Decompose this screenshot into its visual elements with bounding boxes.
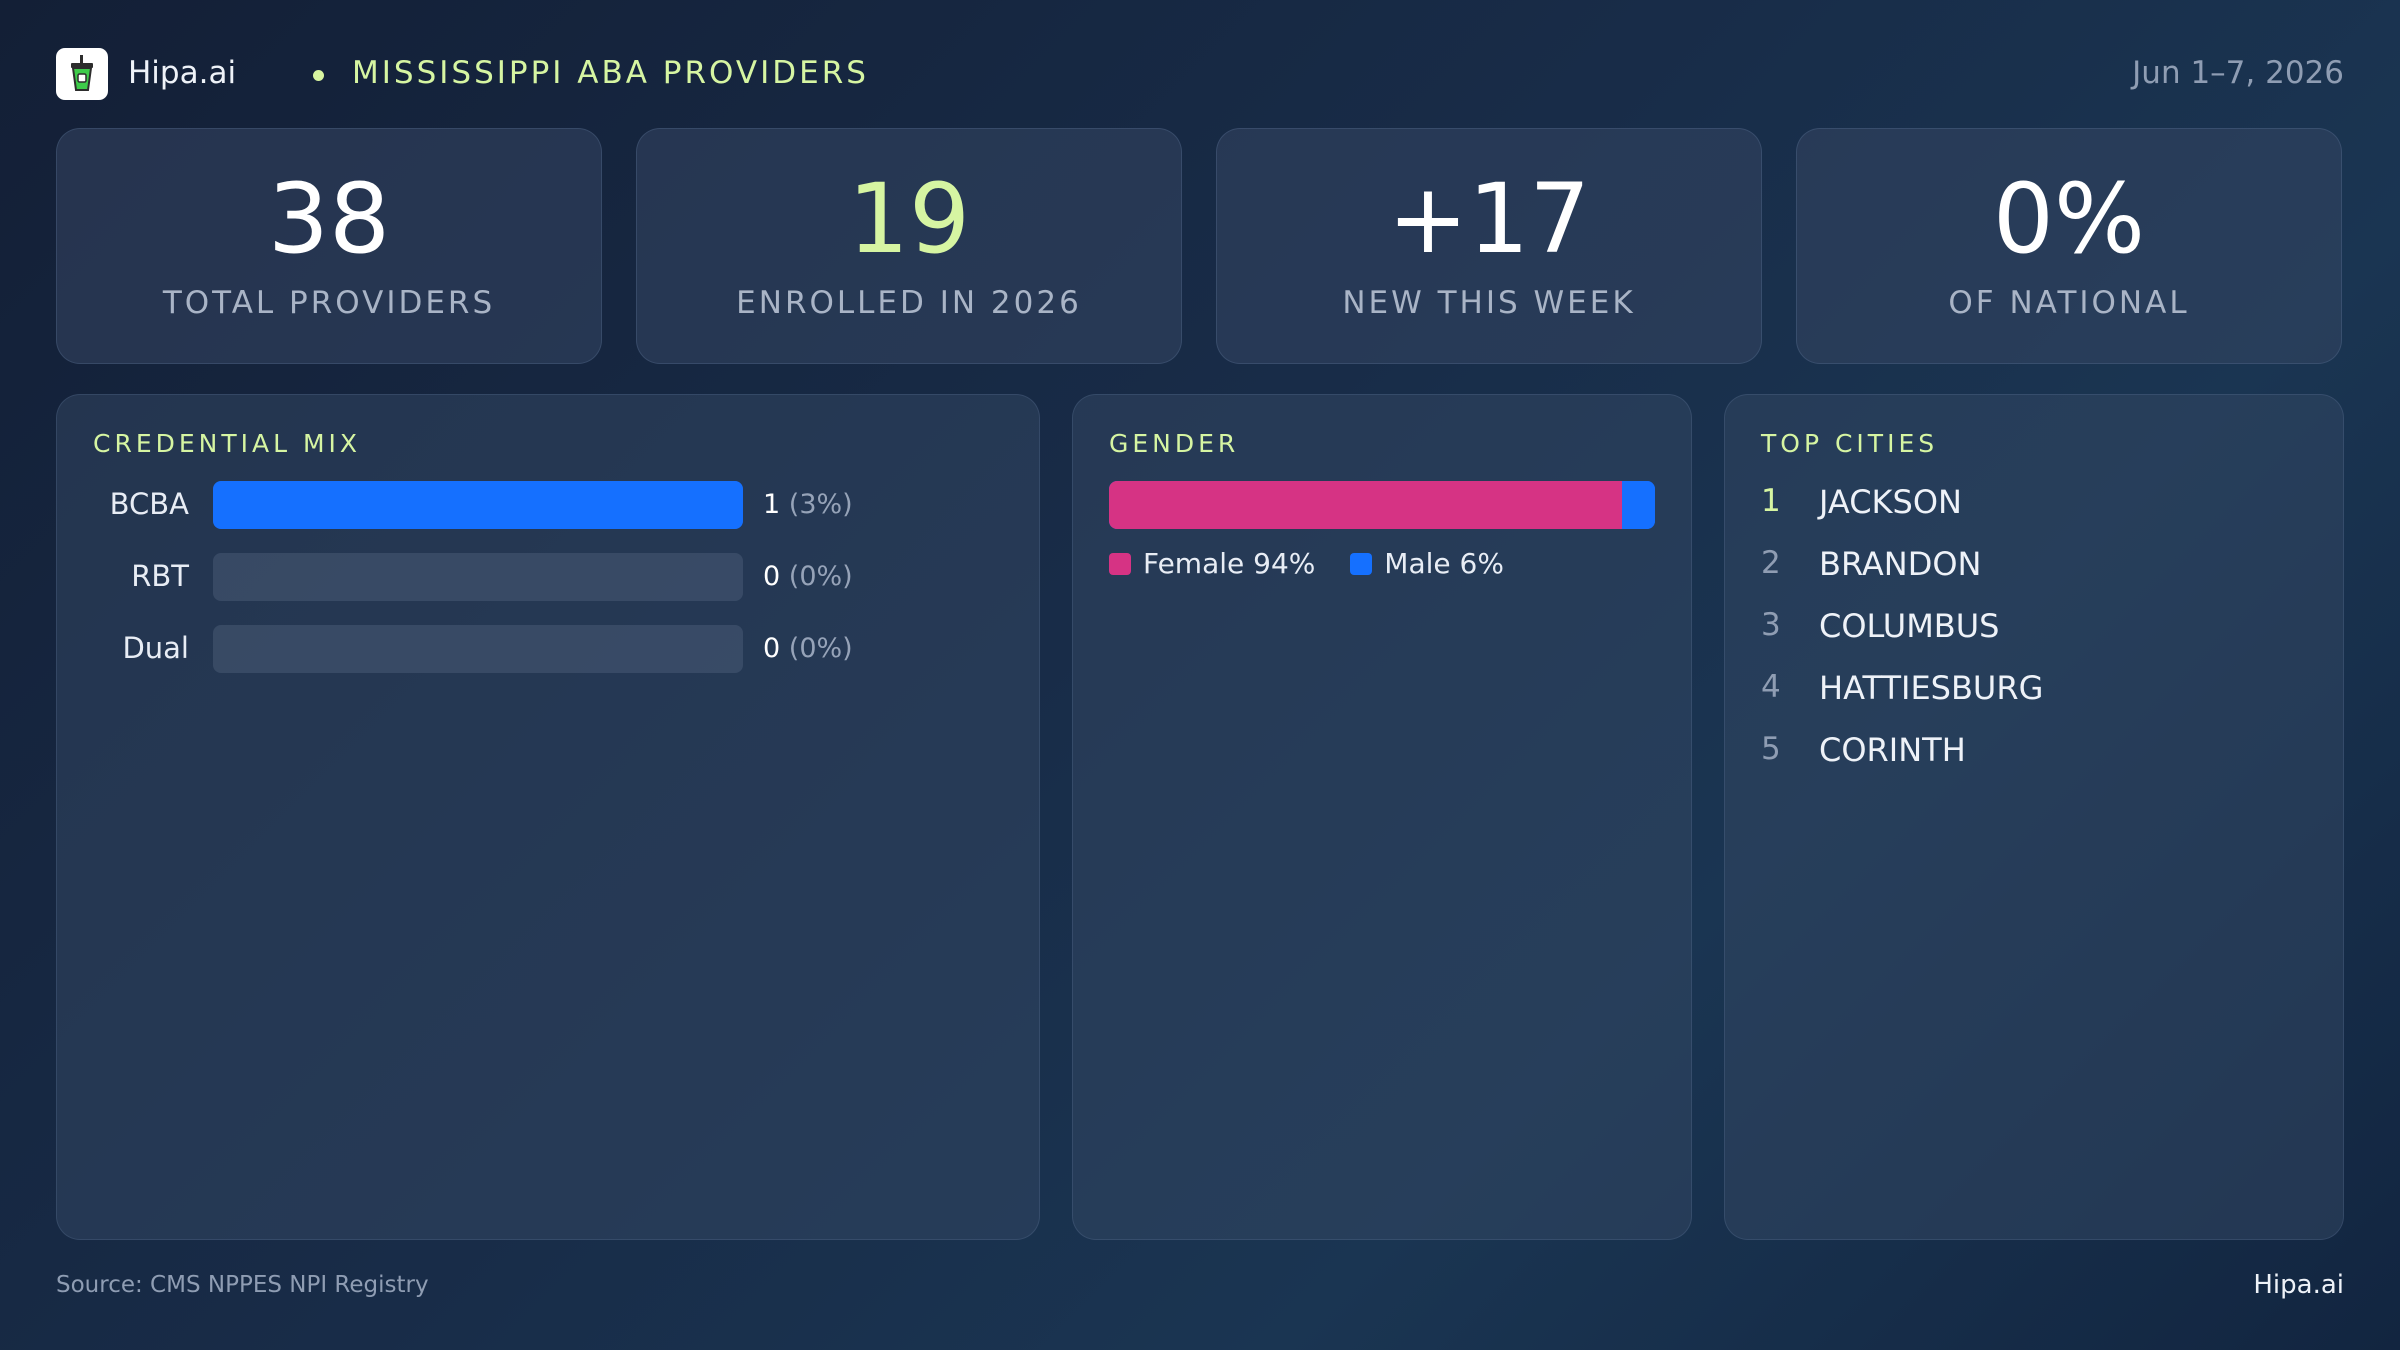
credential-count: 1 <box>763 489 781 520</box>
city-item: 3 COLUMBUS <box>1761 607 2261 651</box>
gender-panel: GENDER Female 94% Male 6% <box>1072 394 1692 1240</box>
credential-value: 0 (0%) <box>763 561 853 592</box>
credential-label: BCBA <box>109 487 189 521</box>
credential-count: 0 <box>763 633 781 664</box>
kpi-value: +17 <box>1387 163 1591 275</box>
credential-count: 0 <box>763 561 781 592</box>
footer-brand: Hipa.ai <box>2253 1270 2344 1300</box>
gender-bar-male <box>1622 481 1655 529</box>
credential-row-rbt: RBT 0 (0%) <box>57 553 1039 601</box>
drink-cup-logo-icon <box>56 48 108 100</box>
credential-label: RBT <box>131 559 189 593</box>
gender-legend: Female 94% Male 6% <box>1109 547 1530 580</box>
credential-row-bcba: BCBA 1 (3%) <box>57 481 1039 529</box>
kpi-card-new-this-week: +17 NEW THIS WEEK <box>1216 128 1762 364</box>
brand-name: Hipa.ai <box>128 55 237 91</box>
gender-bar-female <box>1109 481 1623 529</box>
top-cities-panel: TOP CITIES 1 JACKSON 2 BRANDON 3 COLUMBU… <box>1724 394 2344 1240</box>
kpi-value: 38 <box>267 163 391 275</box>
credential-value: 0 (0%) <box>763 633 853 664</box>
date-range: Jun 1–7, 2026 <box>2132 55 2344 91</box>
kpi-card-of-national: 0% OF NATIONAL <box>1796 128 2342 364</box>
kpi-card-enrolled: 19 ENROLLED IN 2026 <box>636 128 1182 364</box>
gender-stacked-bar <box>1109 481 1655 529</box>
source-note: Source: CMS NPPES NPI Registry <box>56 1272 429 1298</box>
credential-value: 1 (3%) <box>763 489 853 520</box>
city-name: HATTIESBURG <box>1819 669 2044 707</box>
page-title: MISSISSIPPI ABA PROVIDERS <box>352 55 869 91</box>
credential-percent: (0%) <box>788 561 853 592</box>
kpi-value: 19 <box>847 163 971 275</box>
kpi-label: NEW THIS WEEK <box>1342 285 1636 321</box>
credential-label: Dual <box>122 631 189 665</box>
city-rank: 1 <box>1761 483 1781 519</box>
city-name: BRANDON <box>1819 545 1982 583</box>
panel-title: TOP CITIES <box>1761 429 1939 458</box>
credential-bar-track <box>213 553 743 601</box>
legend-label: Male 6% <box>1384 547 1504 580</box>
credential-percent: (3%) <box>788 489 853 520</box>
kpi-label: OF NATIONAL <box>1948 285 2190 321</box>
credential-bar-track <box>213 481 743 529</box>
city-rank: 3 <box>1761 607 1781 643</box>
male-swatch-icon <box>1350 553 1373 575</box>
city-name: JACKSON <box>1819 483 1962 521</box>
city-item: 1 JACKSON <box>1761 483 2261 527</box>
panel-title: CREDENTIAL MIX <box>93 429 362 458</box>
panel-title: GENDER <box>1109 429 1240 458</box>
city-name: COLUMBUS <box>1819 607 2000 645</box>
credential-percent: (0%) <box>788 633 853 664</box>
legend-item-female: Female 94% <box>1109 547 1315 580</box>
city-item: 2 BRANDON <box>1761 545 2261 589</box>
city-rank: 5 <box>1761 731 1781 767</box>
header: Hipa.ai MISSISSIPPI ABA PROVIDERS Jun 1–… <box>56 46 2344 102</box>
credential-bar-fill <box>213 481 743 529</box>
legend-item-male: Male 6% <box>1350 547 1504 580</box>
kpi-label: TOTAL PROVIDERS <box>162 285 496 321</box>
separator-dot <box>313 70 324 81</box>
kpi-value: 0% <box>1992 163 2146 275</box>
city-rank: 4 <box>1761 669 1781 705</box>
credential-row-dual: Dual 0 (0%) <box>57 625 1039 673</box>
legend-label: Female 94% <box>1143 547 1316 580</box>
kpi-label: ENROLLED IN 2026 <box>736 285 1082 321</box>
credential-bar-track <box>213 625 743 673</box>
credential-mix-panel: CREDENTIAL MIX BCBA 1 (3%) RBT 0 (0%) Du… <box>56 394 1040 1240</box>
city-item: 5 CORINTH <box>1761 731 2261 775</box>
city-name: CORINTH <box>1819 731 1966 769</box>
kpi-card-total-providers: 38 TOTAL PROVIDERS <box>56 128 602 364</box>
city-item: 4 HATTIESBURG <box>1761 669 2261 713</box>
city-rank: 2 <box>1761 545 1781 581</box>
female-swatch-icon <box>1109 553 1131 575</box>
